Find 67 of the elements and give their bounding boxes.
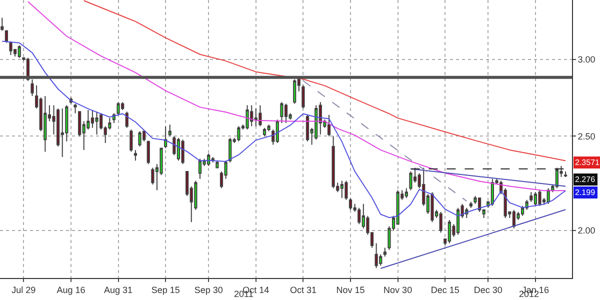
candlestick xyxy=(60,108,64,158)
candlestick xyxy=(284,103,288,124)
candlestick xyxy=(280,102,284,124)
candlestick xyxy=(176,137,180,162)
candlestick xyxy=(302,84,305,109)
y-tick-label: 2.00 xyxy=(578,226,596,236)
candlestick xyxy=(168,124,172,137)
x-tick-label: Sep 15 xyxy=(151,284,180,295)
candlestick xyxy=(404,188,408,198)
candlestick xyxy=(228,137,232,163)
x-tick-label: Oct 31 xyxy=(290,284,316,295)
candlestick xyxy=(130,129,133,152)
candlestick xyxy=(564,170,568,178)
text: 2.3571 xyxy=(575,158,600,167)
text: 2.276 xyxy=(575,175,596,184)
x-tick-label: Nov 15 xyxy=(336,284,365,295)
candlestick xyxy=(138,130,142,147)
x-tick-label: Jul 29 xyxy=(12,284,36,295)
candlestick xyxy=(18,44,21,58)
candlestick xyxy=(306,114,310,142)
candlestick xyxy=(538,190,542,206)
candlestick xyxy=(116,102,120,116)
candlestick xyxy=(348,197,352,210)
candlestick xyxy=(0,17,4,32)
candlestick xyxy=(409,170,412,191)
candlestick xyxy=(164,126,168,149)
candlestick xyxy=(383,247,386,258)
candlestick xyxy=(456,207,460,236)
x-tick-label: Dec 15 xyxy=(430,284,460,295)
candlestick xyxy=(95,111,98,136)
candlestick xyxy=(293,78,296,104)
candlestick xyxy=(237,126,240,142)
y-tick-label: 2.50 xyxy=(578,131,596,142)
candlestick xyxy=(327,114,331,137)
candlestick xyxy=(44,95,47,152)
candlestick xyxy=(358,207,361,225)
candlestick xyxy=(469,201,472,208)
candlestick xyxy=(439,211,442,234)
candlestick xyxy=(30,78,34,96)
candlestick xyxy=(262,127,266,137)
line-series xyxy=(2,40,566,218)
candlestick xyxy=(146,140,150,165)
candlestick xyxy=(74,103,77,114)
candlestick xyxy=(125,111,128,128)
candlestick xyxy=(430,192,434,223)
text: 2.199 xyxy=(575,188,596,197)
candlestick xyxy=(374,242,378,268)
candlestick xyxy=(246,104,249,130)
x-tick-label: Aug 16 xyxy=(56,284,86,295)
candlestick xyxy=(9,40,12,56)
candlestick xyxy=(134,149,138,162)
candlestick xyxy=(344,180,348,200)
candlestick xyxy=(530,192,533,202)
candlestick xyxy=(258,104,262,127)
candlestick xyxy=(4,30,8,44)
x-tick-label: Sep 30 xyxy=(194,284,223,295)
line-series xyxy=(27,1,566,192)
candlestick xyxy=(267,124,270,132)
line-series xyxy=(83,0,566,162)
candlestick xyxy=(181,139,184,165)
y-tick-label: 3.00 xyxy=(578,54,596,64)
candlestick xyxy=(332,136,335,189)
candlestick xyxy=(216,160,219,168)
x-tick-label: Aug 31 xyxy=(104,284,133,295)
x-tick-label: Dec 30 xyxy=(474,284,502,295)
candlestick xyxy=(198,158,202,180)
x-tick-label: Nov 30 xyxy=(384,284,412,295)
